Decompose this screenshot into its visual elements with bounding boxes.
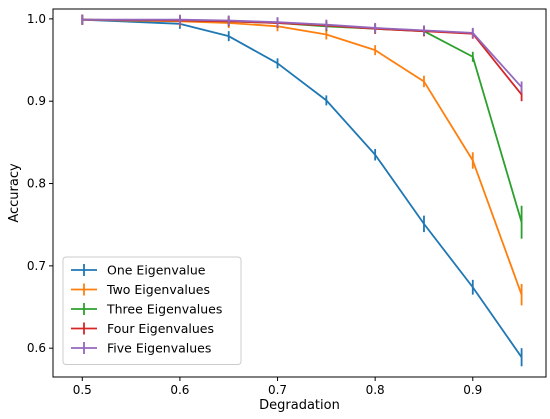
x-tick-label: 0.6: [170, 383, 189, 397]
series-line: [82, 18, 523, 295]
legend-label: Two Eigenvalues: [106, 282, 210, 297]
x-tick-label: 0.8: [366, 383, 385, 397]
legend-label: Three Eigenvalues: [106, 302, 222, 317]
legend-item: Two Eigenvalues: [71, 282, 210, 297]
y-axis-title: Accuracy: [7, 163, 22, 223]
series-4: [81, 14, 523, 102]
legend-label: One Eigenvalue: [107, 263, 206, 278]
y-tick-label: 0.9: [27, 94, 46, 108]
plot-frame: [52, 8, 547, 378]
legend-item: Three Eigenvalues: [71, 302, 222, 317]
series-line: [82, 18, 523, 223]
x-axis: 0.5 0.6 0.7 0.8 0.9: [73, 377, 482, 397]
y-axis: 0.6 0.7 0.8 0.9 1.0: [27, 12, 53, 355]
y-tick-label: 0.6: [27, 341, 46, 355]
y-tick-label: 1.0: [27, 12, 46, 26]
legend-box: [62, 256, 242, 365]
legend: One Eigenvalue Two Eigenvalues Three Eigen…: [62, 256, 242, 365]
legend-item: One Eigenvalue: [71, 263, 206, 278]
series-5: [81, 14, 523, 93]
series-layer: [81, 14, 523, 367]
y-tick-label: 0.8: [27, 177, 46, 191]
y-tick-label: 0.7: [27, 259, 46, 273]
x-tick-label: 0.9: [463, 383, 482, 397]
series-3: [81, 14, 523, 239]
legend-label: Four Eigenvalues: [107, 321, 214, 336]
legend-item: Four Eigenvalues: [71, 321, 214, 336]
x-tick-label: 0.5: [73, 383, 92, 397]
legend-item: Five Eigenvalues: [71, 341, 211, 356]
x-tick-label: 0.7: [268, 383, 287, 397]
legend-label: Five Eigenvalues: [107, 341, 211, 356]
x-axis-title: Degradation: [259, 398, 340, 413]
